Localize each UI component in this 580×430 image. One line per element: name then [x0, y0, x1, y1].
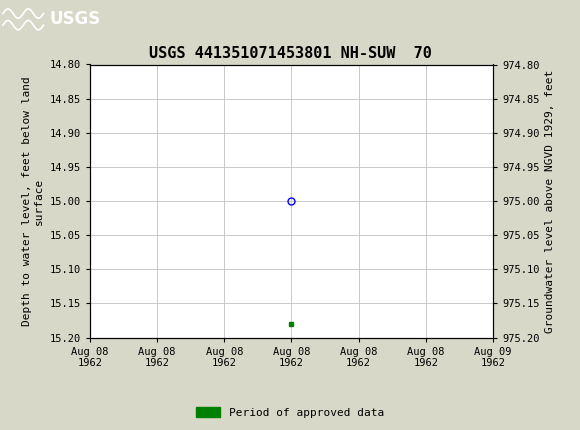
Y-axis label: Groundwater level above NGVD 1929, feet: Groundwater level above NGVD 1929, feet — [545, 69, 555, 333]
Legend: Period of approved data: Period of approved data — [191, 403, 389, 422]
Text: USGS: USGS — [49, 10, 100, 28]
Text: USGS 441351071453801 NH-SUW  70: USGS 441351071453801 NH-SUW 70 — [148, 46, 432, 61]
Y-axis label: Depth to water level, feet below land
surface: Depth to water level, feet below land su… — [21, 76, 44, 326]
